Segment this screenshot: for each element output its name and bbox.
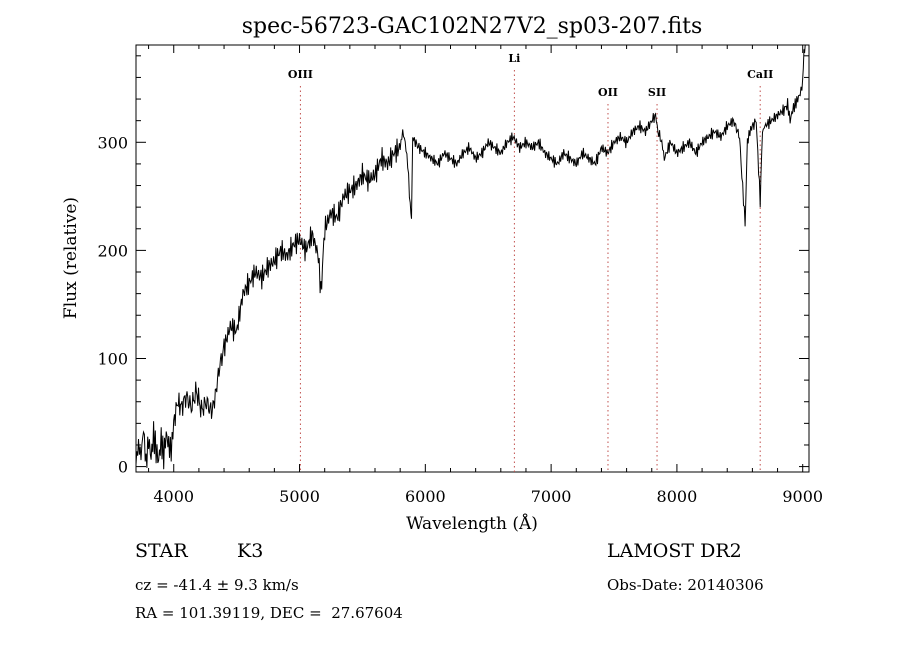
x-tick-label: 4000 bbox=[153, 487, 194, 506]
x-tick-label: 6000 bbox=[405, 487, 446, 506]
axis-ticks: 4000 5000 6000 7000 8000 9000 0 100 200 300 bbox=[97, 45, 823, 506]
chart-title: spec-56723-GAC102N27V2_sp03-207.fits bbox=[242, 14, 703, 39]
spectral-line-label: Li bbox=[508, 52, 520, 65]
y-axis-label: Flux (relative) bbox=[61, 197, 81, 319]
x-tick-label: 8000 bbox=[657, 487, 698, 506]
y-tick-label: 200 bbox=[97, 241, 128, 260]
obs-date: Obs-Date: 20140306 bbox=[607, 576, 764, 594]
spectrum-chart: spec-56723-GAC102N27V2_sp03-207.fits 400… bbox=[61, 14, 823, 534]
spectrum-line bbox=[135, 44, 806, 470]
x-tick-label: 7000 bbox=[531, 487, 572, 506]
object-class: STAR bbox=[135, 540, 188, 562]
spectral-line-label: OIII bbox=[288, 68, 313, 81]
plot-frame bbox=[135, 44, 810, 473]
emission-line-markers: OIII Li OII SII CaII bbox=[288, 52, 773, 472]
x-tick-label: 9000 bbox=[782, 487, 823, 506]
y-tick-label: 100 bbox=[97, 349, 128, 368]
survey-name: LAMOST DR2 bbox=[607, 540, 742, 562]
x-axis-label: Wavelength (Å) bbox=[406, 513, 538, 534]
spectral-line-label: OII bbox=[598, 86, 618, 99]
x-tick-label: 5000 bbox=[279, 487, 320, 506]
coordinates: RA = 101.39119, DEC = 27.67604 bbox=[135, 604, 403, 622]
y-tick-label: 300 bbox=[97, 133, 128, 152]
redshift-value: cz = -41.4 ± 9.3 km/s bbox=[135, 576, 299, 594]
y-tick-label: 0 bbox=[118, 458, 128, 477]
spectral-line-label: CaII bbox=[747, 68, 773, 81]
spectral-line-label: SII bbox=[648, 86, 666, 99]
subclass: K3 bbox=[237, 540, 264, 562]
